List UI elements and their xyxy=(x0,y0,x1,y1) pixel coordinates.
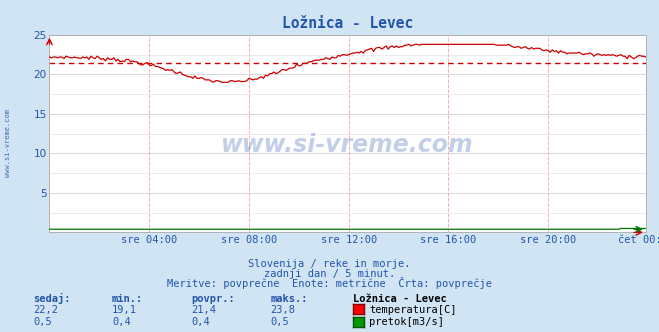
Text: Slovenija / reke in morje.: Slovenija / reke in morje. xyxy=(248,259,411,269)
Text: www.si-vreme.com: www.si-vreme.com xyxy=(5,109,11,177)
Text: 22,2: 22,2 xyxy=(33,305,58,315)
Text: 19,1: 19,1 xyxy=(112,305,137,315)
Text: zadnji dan / 5 minut.: zadnji dan / 5 minut. xyxy=(264,269,395,279)
Text: temperatura[C]: temperatura[C] xyxy=(369,305,457,315)
Text: 23,8: 23,8 xyxy=(270,305,295,315)
Text: sedaj:: sedaj: xyxy=(33,293,71,304)
Text: Meritve: povprečne  Enote: metrične  Črta: povprečje: Meritve: povprečne Enote: metrične Črta:… xyxy=(167,277,492,289)
Text: 0,4: 0,4 xyxy=(191,317,210,327)
Text: Ložnica - Levec: Ložnica - Levec xyxy=(353,294,446,304)
Text: pretok[m3/s]: pretok[m3/s] xyxy=(369,317,444,327)
Text: maks.:: maks.: xyxy=(270,294,308,304)
Text: 21,4: 21,4 xyxy=(191,305,216,315)
Text: 0,5: 0,5 xyxy=(33,317,51,327)
Text: min.:: min.: xyxy=(112,294,143,304)
Text: 0,4: 0,4 xyxy=(112,317,130,327)
Text: www.si-vreme.com: www.si-vreme.com xyxy=(221,133,474,157)
Title: Ložnica - Levec: Ložnica - Levec xyxy=(282,16,413,31)
Text: 0,5: 0,5 xyxy=(270,317,289,327)
Text: povpr.:: povpr.: xyxy=(191,294,235,304)
